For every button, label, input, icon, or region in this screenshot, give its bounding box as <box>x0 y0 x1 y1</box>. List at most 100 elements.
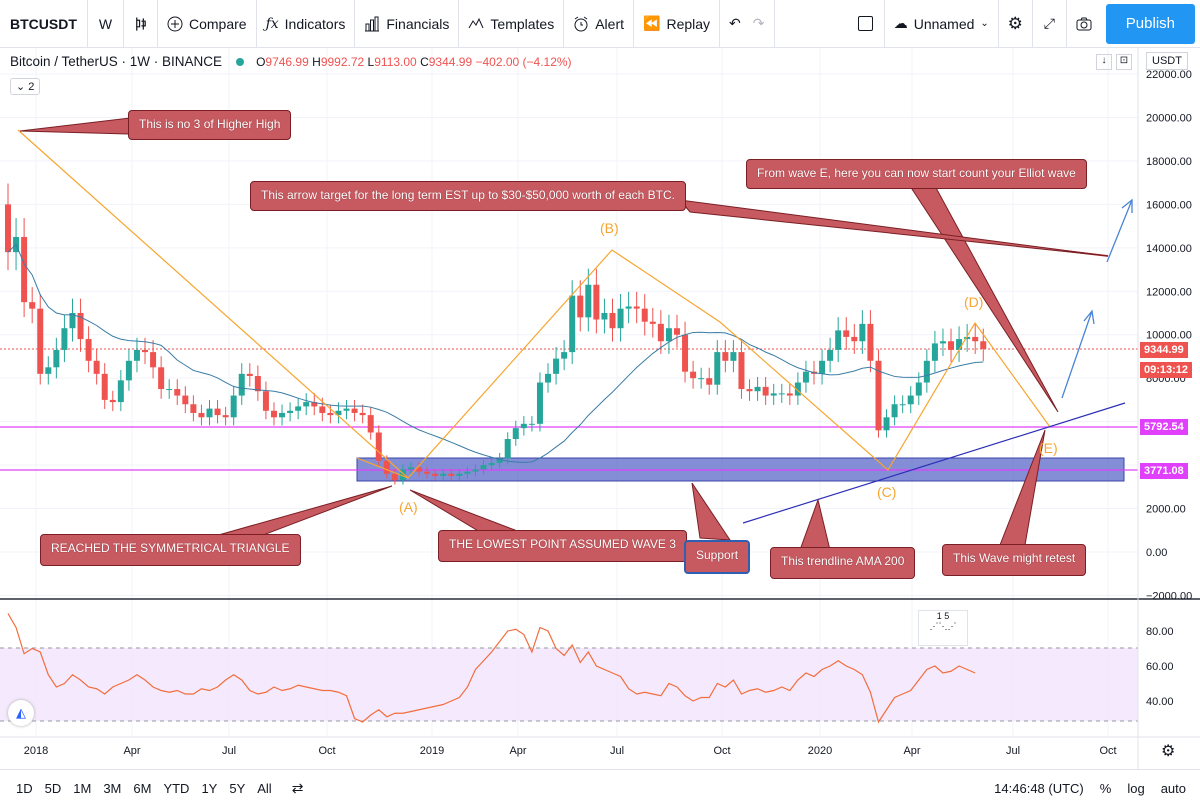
chevron-down-icon: ⌄ <box>980 18 989 29</box>
wave-label-c[interactable]: (C) <box>877 484 897 500</box>
compare-button[interactable]: Compare <box>158 0 257 48</box>
scale-reset-icon[interactable]: ⊡ <box>1116 54 1132 70</box>
log-toggle[interactable]: log <box>1127 781 1145 796</box>
callout-long-term-target[interactable]: This arrow target for the long term EST … <box>250 181 686 211</box>
gear-icon: ⚙ <box>1161 743 1176 760</box>
financials-button[interactable]: Financials <box>355 0 460 48</box>
candle-body <box>166 389 173 391</box>
wave-label-d[interactable]: (D) <box>964 294 984 310</box>
clock-time[interactable]: 14:46:48 (UTC) <box>994 781 1084 796</box>
bottom-right-controls: 14:46:48 (UTC) % log auto <box>994 781 1200 796</box>
alert-button[interactable]: Alert <box>564 0 635 48</box>
range-button-3m[interactable]: 3M <box>103 781 122 796</box>
rsi-settings-widget[interactable]: 1 5 ⋰⋱⋰ <box>918 610 968 646</box>
candle-body <box>351 408 358 413</box>
ama200-trendline <box>742 402 1126 524</box>
wave-label-a[interactable]: (A) <box>399 499 418 515</box>
select-toggle[interactable] <box>847 0 885 48</box>
range-button-all[interactable]: All <box>257 781 272 796</box>
snapshot-button[interactable] <box>1067 0 1101 48</box>
candle-body <box>625 306 632 309</box>
callout-elliot-wave[interactable]: From wave E, here you can now start coun… <box>746 159 1087 189</box>
candle-body <box>673 328 680 335</box>
candle-body <box>61 328 68 350</box>
date-range-buttons: 1D 5D 1M 3M 6M YTD 1Y 5Y All <box>0 781 278 796</box>
price-chart[interactable]: 22000.0020000.0018000.0016000.0014000.00… <box>0 48 1200 769</box>
candle-body <box>601 313 608 320</box>
scale-buttons: ↓ ⊡ <box>1096 54 1132 70</box>
chart-type-button[interactable] <box>124 0 158 48</box>
price-tick-label: 12000.00 <box>1146 286 1192 298</box>
layout-name-button[interactable]: ☁ Unnamed ⌄ <box>885 0 999 48</box>
undo-icon[interactable]: ↶ <box>729 15 741 31</box>
candle-body <box>577 295 584 318</box>
time-axis-settings-button[interactable]: ⚙ <box>1161 741 1175 761</box>
fullscreen-button[interactable]: ⤢ <box>1033 0 1067 48</box>
replay-button[interactable]: ⏪ Replay <box>634 0 721 48</box>
redo-icon[interactable]: ↷ <box>752 15 765 31</box>
auto-toggle[interactable]: auto <box>1160 781 1186 796</box>
candle-body <box>657 323 664 342</box>
range-button-1m[interactable]: 1M <box>73 781 92 796</box>
price-tick-label: 10000.00 <box>1146 330 1192 342</box>
callout-wave-retest[interactable]: This Wave might retest <box>942 544 1087 576</box>
candle-body <box>939 341 946 344</box>
fx-icon: ƒx <box>265 15 279 32</box>
wave-label-e[interactable]: (E) <box>1039 440 1058 456</box>
rsi-axis-ticks: 80.00 60.00 40.00 <box>1146 626 1174 708</box>
symbol-title[interactable]: Bitcoin / TetherUS · 1W · BINANCE <box>10 54 223 69</box>
logo-icon: ◭ <box>16 705 26 720</box>
currency-label[interactable]: USDT <box>1146 52 1188 70</box>
candle-body <box>698 378 705 380</box>
callout-trendline-ama200[interactable]: This trendline AMA 200 <box>770 547 916 579</box>
tradingview-logo[interactable]: ◭ <box>8 700 34 726</box>
candle-body <box>399 469 406 481</box>
range-button-6m[interactable]: 6M <box>133 781 152 796</box>
candle-body <box>287 410 294 413</box>
callout-symmetrical-triangle[interactable]: REACHED THE SYMMETRICAL TRIANGLE <box>40 534 301 566</box>
candle-body <box>609 313 616 329</box>
candle-body <box>867 323 874 361</box>
chart-legend: Bitcoin / TetherUS · 1W · BINANCE O9746.… <box>10 54 572 69</box>
financials-icon <box>365 16 380 31</box>
undo-redo-group: ↶ ↷ <box>720 0 775 48</box>
legend-collapse-button[interactable]: ⌄ 2 <box>10 78 41 95</box>
market-status-dot <box>236 57 245 66</box>
candle-body <box>375 432 382 461</box>
callout-lowest-point[interactable]: THE LOWEST POINT ASSUMED WAVE 3 <box>438 530 687 562</box>
publish-button[interactable]: Publish <box>1105 3 1195 44</box>
settings-button[interactable]: ⚙ <box>999 0 1033 48</box>
time-tick-label: Oct <box>318 745 335 757</box>
candle-body <box>931 343 938 361</box>
percent-toggle[interactable]: % <box>1099 781 1112 796</box>
alarm-icon <box>574 16 588 31</box>
candle-body <box>956 339 963 350</box>
wave-label-b[interactable]: (B) <box>600 220 619 236</box>
range-button-5y[interactable]: 5Y <box>229 781 246 796</box>
callout-higher-high[interactable]: This is no 3 of Higher High <box>128 110 292 140</box>
range-button-1d[interactable]: 1D <box>16 781 33 796</box>
indicators-button[interactable]: ƒx Indicators <box>257 0 356 48</box>
square-icon <box>857 16 873 31</box>
time-tick-label: Oct <box>1099 745 1116 757</box>
price-tick-label: 20000.00 <box>1146 112 1192 124</box>
interval-button[interactable]: W <box>88 0 124 48</box>
range-button-1y[interactable]: 1Y <box>201 781 218 796</box>
candle-body <box>972 336 979 342</box>
candle-body <box>770 393 777 396</box>
range-button-ytd[interactable]: YTD <box>163 781 190 796</box>
candle-body <box>528 423 535 425</box>
candle-body <box>802 371 809 383</box>
symbol-search-button[interactable]: BTCUSDT <box>0 0 88 48</box>
candle-body <box>222 415 229 418</box>
callout-support[interactable]: Support <box>684 540 751 574</box>
candle-body <box>279 412 286 418</box>
scroll-down-icon[interactable]: ↓ <box>1096 54 1112 70</box>
candle-body <box>367 415 374 433</box>
range-button-5d[interactable]: 5D <box>44 781 62 796</box>
templates-button[interactable]: Templates <box>459 0 565 48</box>
rsi-line <box>7 613 976 724</box>
candle-body <box>585 284 592 318</box>
open-value: 9746.99 <box>265 54 309 69</box>
goto-date-icon[interactable]: ⇄ <box>291 780 304 796</box>
